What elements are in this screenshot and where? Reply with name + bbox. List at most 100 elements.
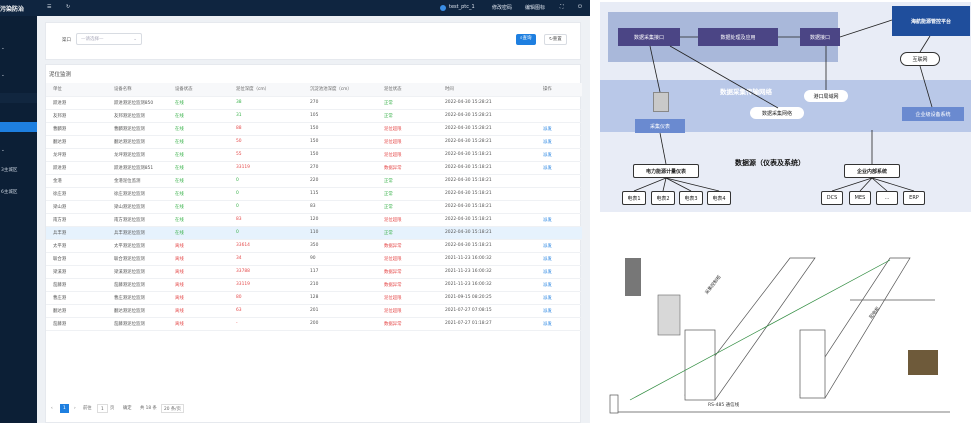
- network-title: 数据采集传输网络: [720, 88, 772, 96]
- column-header: 操作: [536, 83, 582, 97]
- channel-select[interactable]: —请选择— ⌄: [76, 33, 142, 45]
- table-row[interactable]: 龙坪港 龙坪港泥位监测 在线 55 150 泥位超限 2022-04-30 15:18:21…: [46, 148, 582, 162]
- action-cell[interactable]: 派发: [536, 265, 582, 279]
- table-row[interactable]: 徐庄港 徐庄港泥位监测 在线 0 115 正常 2022-04-30 15:18:21: [46, 187, 582, 201]
- device-status-cell: 离线: [168, 304, 229, 318]
- menu-icon[interactable]: ☰: [47, 4, 52, 10]
- table-row[interactable]: 友邦港 友邦港泥位监测 在线 31 105 正常 2022-04-30 15:28:21: [46, 109, 582, 123]
- table-row[interactable]: 太平港 太平港泥位监测 离线 33614 350 数据异常 2022-04-30 15:18…: [46, 239, 582, 253]
- sidebar-item[interactable]: ⌄: [1, 148, 5, 153]
- sludge-status-cell: 泥位超限: [377, 213, 438, 227]
- action-cell[interactable]: 派发: [536, 135, 582, 149]
- sludge-depth-cell: 0: [229, 200, 303, 214]
- edit-icon-link[interactable]: 编辑图标: [525, 5, 546, 11]
- action-cell[interactable]: 派发: [536, 278, 582, 292]
- goto-input[interactable]: 1: [97, 404, 108, 413]
- action-cell[interactable]: 派发: [536, 122, 582, 136]
- action-cell[interactable]: 派发: [536, 213, 582, 227]
- action-cell[interactable]: 派发: [536, 252, 582, 266]
- column-header: 沉淀池池深度（cm）: [303, 83, 377, 97]
- confirm-button[interactable]: 确定: [123, 406, 132, 411]
- device-name-cell: 梁山港泥位监测: [107, 200, 168, 214]
- table-row[interactable]: 梁溪港 梁溪港泥位监测 离线 33788 117 数据异常 2021-11-23 16:00…: [46, 265, 582, 279]
- time-cell: 2021-11-23 16:00:32: [438, 252, 536, 266]
- table-row[interactable]: 跃进港 跃进港泥位监测851 在线 33119 270 数据异常 2022-04-30 15…: [46, 161, 582, 175]
- page-button[interactable]: 1: [60, 404, 69, 413]
- tank-depth-cell: 270: [303, 161, 377, 175]
- sludge-status-cell: 正常: [377, 226, 438, 240]
- search-button[interactable]: ⌕查询: [516, 34, 536, 45]
- sludge-depth-cell: 88: [229, 122, 303, 136]
- device-status-cell: 在线: [168, 174, 229, 188]
- unit-cell: 龙坪港: [46, 148, 107, 162]
- device-name-cell: 茄藤港泥位监测: [107, 278, 168, 292]
- device-status-cell: 在线: [168, 161, 229, 175]
- sludge-depth-cell: 33614: [229, 239, 303, 253]
- meter-box: 电表3: [679, 191, 703, 205]
- next-page-button[interactable]: ›: [74, 406, 76, 411]
- device-name-cell: 梁溪港泥位监测: [107, 265, 168, 279]
- sidebar-item-main-district-6[interactable]: 6主城区: [1, 190, 18, 195]
- table-row[interactable]: 梁山港 梁山港泥位监测 在线 0 83 正常 2022-04-30 15:18:21: [46, 200, 582, 214]
- table-row[interactable]: 南方港 南方港泥位监测 在线 83 120 泥位超限 2022-04-30 15:18:21…: [46, 213, 582, 227]
- table-row[interactable]: 金港 金港泥位监测 在线 0 220 正常 2022-04-30 15:18:21: [46, 174, 582, 188]
- sludge-depth-cell: -: [229, 317, 303, 331]
- sludge-depth-cell: 63: [229, 304, 303, 318]
- table-row[interactable]: 翻达港 翻达港泥位监测 在线 50 150 泥位超限 2022-04-30 15:28:21…: [46, 135, 582, 149]
- time-cell: 2021-11-23 16:00:32: [438, 278, 536, 292]
- page-size-select[interactable]: 20 条/页: [161, 404, 184, 413]
- table-row[interactable]: 曹庄港 曹庄港泥位监测 离线 80 128 泥位超限 2021-09-15 08:20:25…: [46, 291, 582, 305]
- action-cell[interactable]: 派发: [536, 291, 582, 305]
- prev-page-button[interactable]: ‹: [51, 406, 53, 411]
- power-icon[interactable]: ⏻: [578, 4, 582, 10]
- sludge-status-cell: 正常: [377, 109, 438, 123]
- sidebar-item-main-district-3[interactable]: 3主城区: [1, 168, 18, 173]
- enterprise-internal-box: 企业内部系统: [844, 164, 900, 178]
- action-cell[interactable]: 派发: [536, 304, 582, 318]
- sludge-status-cell: 泥位超限: [377, 252, 438, 266]
- sidebar-item[interactable]: [0, 21, 37, 31]
- device-name-cell: 曹庄港泥位监测: [107, 291, 168, 305]
- sidebar-item[interactable]: ⌄: [1, 73, 5, 78]
- sludge-depth-cell: 0: [229, 226, 303, 240]
- table-row[interactable]: 曹麟港 曹麟港泥位监测 在线 88 150 泥位超限 2022-04-30 15:28:21…: [46, 122, 582, 136]
- table-row[interactable]: 翻达港 翻达港泥位监测 离线 63 201 泥位超限 2021-07-27 07:08:15…: [46, 304, 582, 318]
- table-row[interactable]: 联合港 联合港泥位监测 离线 34 90 泥位超限 2021-11-23 16:00:32 派…: [46, 252, 582, 266]
- sludge-depth-cell: 55: [229, 148, 303, 162]
- action-cell[interactable]: 派发: [536, 148, 582, 162]
- device-status-cell: 在线: [168, 96, 229, 110]
- unit-cell: 友邦港: [46, 109, 107, 123]
- device-status-cell: 离线: [168, 252, 229, 266]
- table-row[interactable]: 跃进港 跃进港泥位监测850 在线 38 270 正常 2022-04-30 15:28:2…: [46, 96, 582, 110]
- sludge-status-cell: 数据异常: [377, 278, 438, 292]
- sludge-depth-cell: 80: [229, 291, 303, 305]
- sludge-depth-cell: 33788: [229, 265, 303, 279]
- sidebar-item-active[interactable]: [0, 122, 37, 132]
- table-row[interactable]: 茄藤港 茄藤港泥位监测 离线 -200 数据异常 2021-07-27 01:18:27 派…: [46, 317, 582, 331]
- refresh-icon[interactable]: ↻: [66, 4, 71, 10]
- unit-cell: 跃进港: [46, 161, 107, 175]
- table-row[interactable]: 兵丰港 兵丰港泥位监测 在线 0 110 正常 2022-04-30 15:18:21: [46, 226, 582, 240]
- reset-button[interactable]: ↻重置: [544, 34, 567, 45]
- app-title: 污染防治: [0, 6, 25, 13]
- goto-label: 前往: [83, 406, 92, 411]
- action-cell[interactable]: 派发: [536, 239, 582, 253]
- device-status-cell: 离线: [168, 278, 229, 292]
- change-password-link[interactable]: 修改密码: [492, 5, 513, 11]
- tank-depth-cell: 220: [303, 174, 377, 188]
- unit-cell: 翻达港: [46, 135, 107, 149]
- sidebar-item[interactable]: ⌄: [1, 46, 5, 51]
- user-name[interactable]: test_ptc_1: [449, 4, 475, 10]
- server-room-sketch: [609, 257, 950, 414]
- sidebar-item[interactable]: [0, 93, 37, 103]
- device-status-cell: 离线: [168, 239, 229, 253]
- time-cell: 2022-04-30 15:28:21: [438, 96, 536, 110]
- table-row[interactable]: 茄藤港 茄藤港泥位监测 离线 33119 210 数据异常 2021-11-23 16:00…: [46, 278, 582, 292]
- action-cell[interactable]: 派发: [536, 317, 582, 331]
- sludge-depth-cell: 31: [229, 109, 303, 123]
- tank-depth-cell: 200: [303, 317, 377, 331]
- data-table: 单位 设备名称 设备状态 泥位深度（cm） 沉淀池池深度（cm） 泥位状态 时间 操作 跃进港跃…: [46, 83, 582, 331]
- fullscreen-icon[interactable]: ⛶: [560, 4, 564, 10]
- device-status-cell: 离线: [168, 265, 229, 279]
- action-cell[interactable]: 派发: [536, 161, 582, 175]
